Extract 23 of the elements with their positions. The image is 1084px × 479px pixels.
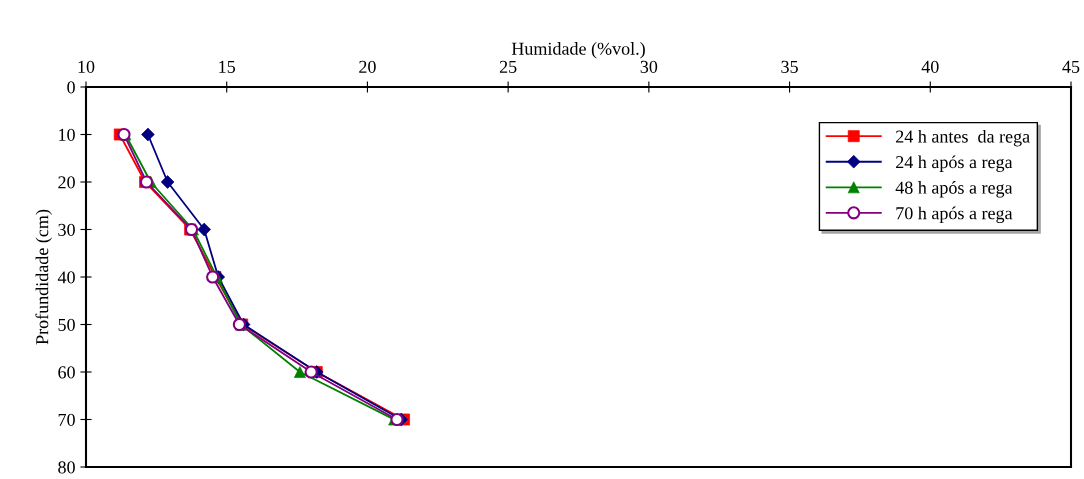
y-tick-label: 30 [58, 223, 75, 236]
y-tick-label: 40 [57, 271, 75, 284]
y-tick-label: 70 [58, 413, 75, 426]
y-tick-label: 0 [67, 81, 75, 94]
y-tick-label: 80 [58, 461, 75, 474]
x-tick-label: 40 [921, 60, 939, 73]
x-tick-label: 15 [219, 60, 236, 73]
y-tick-label: 10 [59, 128, 75, 141]
y-tick-label: 20 [58, 176, 75, 189]
x-tick-label: 30 [640, 60, 658, 73]
x-tick-label: 35 [781, 60, 798, 73]
x-tick-label: 45 [1062, 60, 1080, 73]
legend-label: 48 h após a rega [895, 181, 1013, 198]
y-tick-label: 50 [58, 318, 75, 331]
y-tick-label: 60 [58, 366, 75, 379]
x-tick-label: 10 [78, 60, 95, 73]
y-axis-title: Profundidade (cm) [35, 209, 52, 345]
x-tick-label: 20 [359, 60, 376, 73]
x-tick-label: 25 [499, 60, 517, 73]
legend-label: 24 h antes da rega [896, 129, 1030, 147]
legend-label: 24 h após a rega [896, 155, 1013, 172]
legend-label: 70 h após a rega [896, 206, 1013, 224]
x-axis-title: Humidade (%vol.) [511, 42, 645, 59]
